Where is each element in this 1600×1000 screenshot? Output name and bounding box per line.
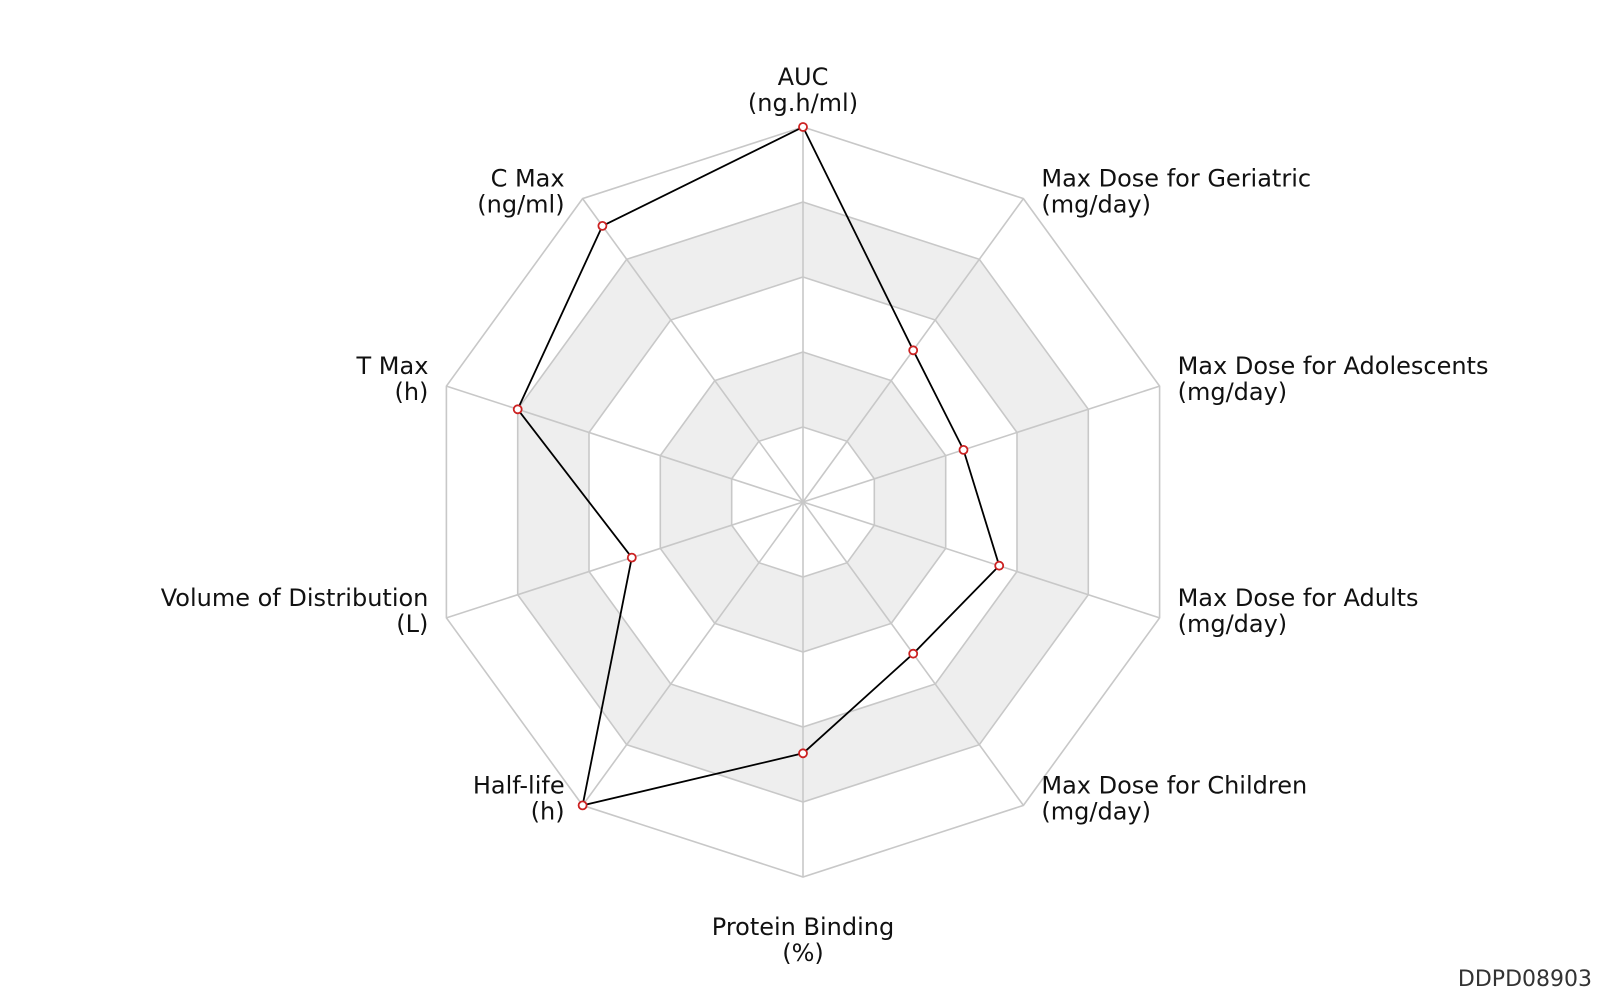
axis-label-2: Max Dose for Adolescents (mg/day) xyxy=(1178,352,1489,406)
radar-point-1 xyxy=(908,345,919,356)
axis-name-5: Protein Binding xyxy=(712,913,894,941)
axis-label-4: Max Dose for Children (mg/day) xyxy=(1041,771,1307,825)
axis-label-6: Half-life (h) xyxy=(473,771,565,825)
axis-label-5: Protein Binding (%) xyxy=(712,913,894,967)
axis-unit-4: (mg/day) xyxy=(1041,797,1151,825)
axis-name-8: T Max xyxy=(355,352,428,380)
axis-label-3: Max Dose for Adults (mg/day) xyxy=(1178,584,1419,638)
radar-spoke-3 xyxy=(802,501,1160,619)
radar-point-4 xyxy=(908,648,919,659)
axis-label-9: C Max (ng/ml) xyxy=(477,165,564,219)
radar-grid xyxy=(445,126,1161,878)
radar-spoke-2 xyxy=(802,385,1160,503)
axis-unit-7: (L) xyxy=(396,610,428,638)
axis-unit-8: (h) xyxy=(394,378,428,406)
radar-axis-labels: AUC (ng.h/ml)Max Dose for Geriatric (mg/da… xyxy=(161,63,1489,967)
axis-name-3: Max Dose for Adults xyxy=(1178,584,1419,612)
axis-label-8: T Max (h) xyxy=(355,352,428,406)
radar-point-9 xyxy=(597,220,608,231)
axis-label-7: Volume of Distribution (L) xyxy=(161,584,429,638)
radar-point-7 xyxy=(626,552,637,563)
axis-name-6: Half-life xyxy=(473,771,565,799)
radar-spoke-8 xyxy=(446,385,804,503)
axis-unit-1: (mg/day) xyxy=(1041,191,1151,219)
radar-series xyxy=(512,122,1005,811)
radar-spoke-6 xyxy=(581,501,804,806)
radar-spoke-9 xyxy=(581,198,804,503)
axis-name-4: Max Dose for Children xyxy=(1041,771,1307,799)
axis-unit-9: (ng/ml) xyxy=(477,191,564,219)
axis-unit-2: (mg/day) xyxy=(1178,378,1288,406)
axis-label-1: Max Dose for Geriatric (mg/day) xyxy=(1041,165,1311,219)
radar-point-2 xyxy=(958,444,969,455)
axis-unit-6: (h) xyxy=(531,797,565,825)
radar-spoke-7 xyxy=(446,501,804,619)
axis-name-1: Max Dose for Geriatric xyxy=(1041,165,1311,193)
axis-name-0: AUC xyxy=(778,63,829,91)
axis-name-9: C Max xyxy=(491,165,565,193)
axis-unit-0: (ng.h/ml) xyxy=(748,89,858,117)
watermark-id: DDPD08903 xyxy=(1457,967,1592,992)
axis-name-7: Volume of Distribution xyxy=(161,584,429,612)
axis-label-0: AUC (ng.h/ml) xyxy=(748,63,858,117)
radar-point-0 xyxy=(798,122,808,132)
radar-point-5 xyxy=(798,748,808,759)
axis-name-2: Max Dose for Adolescents xyxy=(1178,352,1489,380)
axis-unit-3: (mg/day) xyxy=(1178,610,1288,638)
axis-unit-5: (%) xyxy=(782,939,824,967)
radar-point-8 xyxy=(512,404,523,415)
radar-point-6 xyxy=(577,800,588,811)
radar-point-3 xyxy=(994,560,1005,571)
